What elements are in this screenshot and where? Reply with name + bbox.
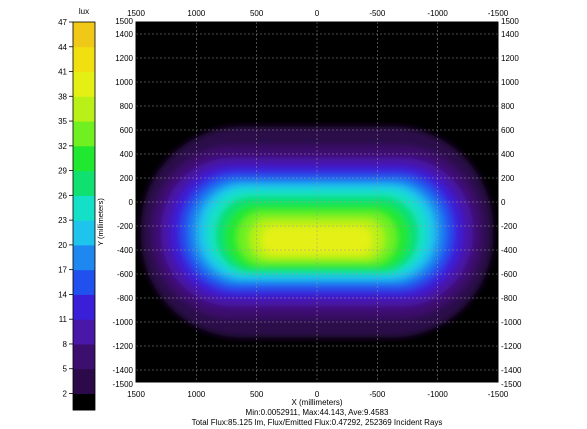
colorbar-cell	[73, 269, 95, 295]
colorbar-tick-label: 38	[58, 92, 67, 101]
x-tick-label-top: 1000	[187, 9, 205, 18]
y-tick-label-left: 400	[120, 150, 134, 159]
y-tick-label-right: 400	[501, 150, 515, 159]
contour-band-38	[261, 226, 373, 255]
colorbar-frame	[72, 21, 96, 411]
y-tick-label-left: 0	[129, 198, 134, 207]
x-tick-label-top: -1000	[427, 9, 448, 18]
colorbar-cell	[73, 220, 95, 246]
x-tick-label-bottom: -500	[369, 390, 386, 399]
y-tick-label-left: 1000	[115, 78, 133, 87]
y-tick-label-left: 1500	[115, 17, 133, 26]
colorbar: lux 2 5 8 11 14 17 20 23 26 29 32 35 38 41 44 47	[58, 7, 96, 411]
colorbar-tick-label: 8	[63, 340, 68, 349]
y-tick-label-right: 1500	[501, 17, 519, 26]
y-tick-label-right: -200	[501, 222, 518, 231]
y-tick-label-right: -1400	[501, 366, 522, 375]
colorbar-cell	[73, 22, 95, 48]
colorbar-tick-label: 2	[63, 389, 68, 398]
y-tick-label-left: -600	[117, 270, 134, 279]
colorbar-cell	[73, 393, 95, 411]
y-tick-label-left: -1200	[113, 342, 134, 351]
x-tick-label-bottom: -1500	[488, 390, 509, 399]
y-tick-label-right: 1000	[501, 78, 519, 87]
plot-area	[135, 21, 499, 383]
colorbar-cell	[73, 244, 95, 271]
y-tick-label-left: 1200	[115, 54, 133, 63]
colorbar-cell	[73, 170, 95, 196]
colorbar-tick-label: 14	[58, 290, 67, 299]
colorbar-tick-label: 29	[58, 167, 67, 176]
y-tick-label-left: -1400	[113, 366, 134, 375]
colorbar-cell	[73, 46, 95, 73]
colorbar-tick-label: 5	[63, 365, 68, 374]
x-tick-label-top: -500	[369, 9, 386, 18]
colorbar-tick-label: 23	[58, 216, 67, 225]
colorbar-cell	[73, 343, 95, 370]
colorbar-tick-label: 11	[59, 315, 68, 324]
x-tick-label-bottom: 0	[315, 390, 320, 399]
y-tick-label-left: 800	[120, 102, 134, 111]
y-tick-label-right: 1200	[501, 54, 519, 63]
colorbar-tick-label: 47	[58, 18, 67, 27]
colorbar-cell	[73, 96, 95, 122]
y-tick-label-left: 600	[120, 126, 134, 135]
colorbar-cell	[73, 145, 95, 172]
y-tick-label-left: -1000	[113, 318, 134, 327]
y-tick-label-right: 600	[501, 126, 515, 135]
y-tick-label-left: -1500	[113, 380, 134, 389]
y-tick-label-left: -200	[117, 222, 134, 231]
colorbar-cell	[73, 319, 95, 345]
colorbar-cell	[73, 294, 95, 320]
x-tick-label-bottom: -1000	[427, 390, 448, 399]
y-tick-label-right: -1500	[501, 380, 522, 389]
x-tick-label-top: 1500	[127, 9, 145, 18]
y-tick-label-right: -600	[501, 270, 518, 279]
colorbar-cell	[73, 71, 95, 97]
colorbar-tick-label: 44	[58, 43, 67, 52]
plot-frame	[135, 21, 499, 383]
colorbar-tick-label: 32	[58, 142, 67, 151]
x-tick-label-bottom: 1000	[187, 390, 205, 399]
colorbar-cell	[73, 195, 95, 221]
y-tick-label-right: 200	[501, 174, 515, 183]
colorbar-tick-label: 20	[58, 241, 67, 250]
y-tick-label-right: 1400	[501, 30, 519, 39]
y-tick-label-left: 200	[120, 174, 134, 183]
y-tick-label-right: -400	[501, 246, 518, 255]
colorbar-cell	[73, 368, 95, 394]
colorbar-tick-label: 41	[58, 68, 67, 77]
x-tick-label-bottom: 1500	[127, 390, 145, 399]
stats-line-2: Total Flux:85.125 lm, Flux/Emitted Flux:…	[192, 418, 443, 427]
x-tick-label-top: -1500	[488, 9, 509, 18]
y-tick-label-left: -800	[117, 294, 134, 303]
colorbar-tick-label: 17	[58, 266, 67, 275]
y-tick-label-left: 1400	[115, 30, 133, 39]
y-tick-label-right: 800	[501, 102, 515, 111]
x-tick-label-top: 0	[315, 9, 320, 18]
colorbar-tick-label: 35	[58, 117, 67, 126]
x-tick-label-top: 500	[250, 9, 264, 18]
colorbar-cell	[73, 121, 95, 147]
x-tick-label-bottom: 500	[250, 390, 264, 399]
colorbar-unit-label: lux	[79, 7, 89, 16]
y-tick-label-right: -1200	[501, 342, 522, 351]
y-tick-label-right: -1000	[501, 318, 522, 327]
y-tick-label-right: -800	[501, 294, 518, 303]
y-tick-label-right: 0	[501, 198, 506, 207]
colorbar-tick-label: 26	[58, 191, 67, 200]
y-axis-label: Y (millimeters)	[96, 198, 105, 246]
stats-line-1: Min:0.0052911, Max:44.143, Ave:9.4583	[246, 408, 389, 417]
y-tick-label-left: -400	[117, 246, 134, 255]
x-axis-label: X (millimeters)	[291, 398, 342, 407]
